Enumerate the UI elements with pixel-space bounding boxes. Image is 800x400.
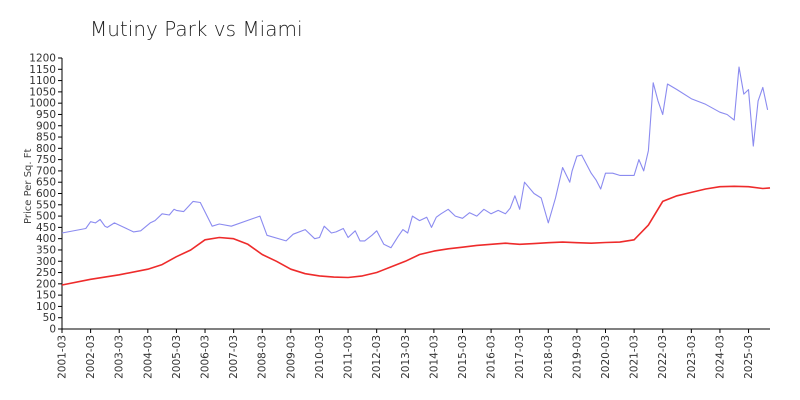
y-tick-label: 100: [36, 301, 56, 313]
y-tick-label: 850: [36, 132, 56, 144]
x-tick-label: 2002-03: [85, 335, 97, 379]
y-tick-label: 50: [43, 312, 56, 324]
y-tick-label: 0: [49, 324, 56, 336]
y-tick-label: 750: [36, 154, 56, 166]
x-tick-label: 2018-03: [543, 335, 555, 379]
y-tick-label: 350: [36, 244, 56, 256]
y-tick-label: 550: [36, 199, 56, 211]
x-tick-label: 2006-03: [200, 335, 212, 379]
axis-group: 0501001502002503003504004505005506006507…: [29, 53, 770, 379]
chart-title: Mutiny Park vs Miami: [90, 17, 303, 41]
x-tick-label: 2022-03: [657, 335, 669, 379]
x-tick-label: 2005-03: [171, 335, 183, 379]
x-tick-label: 2010-03: [314, 335, 326, 379]
x-tick-label: 2012-03: [371, 335, 383, 379]
x-tick-label: 2021-03: [629, 335, 641, 379]
y-tick-label: 500: [36, 211, 56, 223]
x-tick-label: 2001-03: [57, 335, 69, 379]
x-tick-label: 2007-03: [228, 335, 240, 379]
x-tick-label: 2004-03: [142, 335, 154, 379]
x-tick-label: 2016-03: [486, 335, 498, 379]
y-tick-label: 1200: [29, 53, 56, 65]
x-tick-label: 2020-03: [600, 335, 612, 379]
y-tick-label: 600: [36, 188, 56, 200]
x-tick-label: 2024-03: [714, 335, 726, 379]
x-tick-label: 2017-03: [514, 335, 526, 379]
y-tick-label: 800: [36, 143, 56, 155]
y-tick-label: 200: [36, 278, 56, 290]
y-tick-label: 1100: [29, 75, 56, 87]
y-tick-label: 900: [36, 120, 56, 132]
y-tick-label: 450: [36, 222, 56, 234]
x-tick-label: 2019-03: [571, 335, 583, 379]
x-tick-label: 2023-03: [686, 335, 698, 379]
y-tick-label: 950: [36, 109, 56, 121]
y-tick-label: 300: [36, 256, 56, 268]
x-tick-label: 2011-03: [343, 335, 355, 379]
y-tick-label: 400: [36, 233, 56, 245]
x-tick-label: 2025-03: [743, 335, 755, 379]
series-line-miami: [61, 185, 771, 286]
x-tick-label: 2015-03: [457, 335, 469, 379]
y-tick-label: 150: [36, 290, 56, 302]
y-tick-label: 1050: [29, 86, 56, 98]
series-group: [61, 66, 771, 286]
x-tick-label: 2014-03: [428, 335, 440, 379]
y-axis-label: Price Per Sq. Ft: [23, 149, 34, 224]
series-line-mutiny-park: [61, 66, 769, 249]
y-tick-label: 250: [36, 267, 56, 279]
y-tick-label: 1000: [29, 98, 56, 110]
x-tick-label: 2008-03: [257, 335, 269, 379]
x-tick-label: 2009-03: [285, 335, 297, 379]
x-tick-label: 2013-03: [400, 335, 412, 379]
y-tick-label: 1150: [29, 64, 56, 76]
y-tick-label: 700: [36, 165, 56, 177]
y-tick-label: 650: [36, 177, 56, 189]
x-tick-label: 2003-03: [114, 335, 126, 379]
